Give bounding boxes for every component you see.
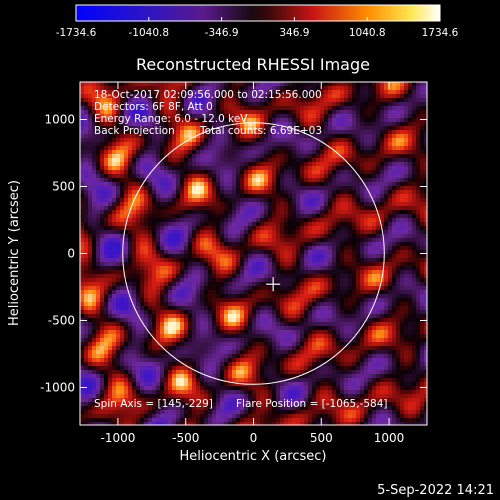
- annotation-spin-axis: Spin Axis = [145,-229]: [94, 398, 213, 410]
- x-tick-label: -1000: [101, 431, 136, 445]
- y-tick-label: 0: [67, 247, 75, 261]
- y-tick-label: 500: [52, 180, 75, 194]
- colorbar-tick-label: -1040.8: [129, 27, 170, 39]
- colorbar-tick-label: 346.9: [279, 27, 309, 39]
- annotation-energy: Energy Range: 6.0 - 12.0 keV: [94, 113, 248, 125]
- y-tick-label: 1000: [44, 113, 75, 127]
- solar-limb-circle: [122, 122, 385, 385]
- heatmap-image: [80, 82, 427, 425]
- colorbar-ticks: -1734.6 -1040.8 -346.9 346.9 1040.8 1734.6: [56, 17, 459, 39]
- annotation-method: Back Projection: [94, 125, 175, 137]
- x-tick-label: -500: [172, 431, 199, 445]
- colorbar: [75, 4, 441, 22]
- x-tick-label: 1000: [374, 431, 405, 445]
- colorbar-tick-label: -1734.6: [56, 27, 97, 39]
- colorbar-tick-label: 1040.8: [349, 27, 386, 39]
- footer-timestamp: 5-Sep-2022 14:21: [377, 483, 494, 498]
- annotation-flare-position: Flare Position = [-1065,-584]: [236, 398, 388, 410]
- y-tick-label: -500: [48, 313, 75, 327]
- annotation-time-range: 18-Oct-2017 02:09:56.000 to 02:15:56.000: [94, 89, 322, 101]
- y-axis-label: Heliocentric Y (arcsec): [7, 180, 22, 326]
- x-tick-label: 500: [310, 431, 333, 445]
- x-tick-label: 0: [250, 431, 258, 445]
- chart-title: Reconstructed RHESSI Image: [136, 55, 370, 74]
- x-axis-label: Heliocentric X (arcsec): [180, 449, 327, 464]
- colorbar-tick-label: 1734.6: [422, 27, 459, 39]
- axis-ticks: -1000 -500 0 500 1000 1000 500 0 -500 -1000: [40, 82, 427, 445]
- annotation-detectors: Detectors: 6F 8F, Att 0: [94, 101, 213, 113]
- annotation-total-counts: Total counts: 6.69E+03: [199, 125, 322, 137]
- y-tick-label: -1000: [40, 380, 75, 394]
- spin-axis-marker: [266, 277, 281, 292]
- colorbar-tick-label: -346.9: [205, 27, 239, 39]
